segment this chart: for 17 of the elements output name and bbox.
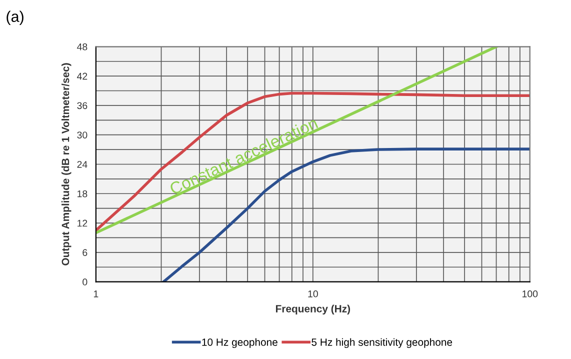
x-tick-label: 1 (94, 290, 98, 298)
y-tick-label: 48 (77, 43, 88, 50)
text: (a) (6, 10, 24, 26)
legend-label: 5 Hz high sensitivity geophone (312, 338, 452, 348)
y-tick-label: 6 (82, 249, 88, 256)
y-tick-label: 42 (77, 72, 88, 80)
y-tick-label: 12 (78, 220, 88, 227)
x-axis-title: Frequency (Hz) (276, 304, 350, 314)
legend-label: 10 Hz geophone (202, 338, 278, 348)
x-tick-label: 10 (308, 290, 318, 298)
x-tick-label: 100 (522, 290, 538, 298)
y-tick-label: 0 (82, 278, 88, 286)
y-tick-label: 36 (77, 102, 88, 110)
y-tick-label: 30 (77, 132, 88, 138)
y-tick-label: 18 (78, 190, 88, 198)
y-axis-title: Output Amplitude (dB re 1 Voltmeter/sec) (62, 63, 72, 266)
y-tick-label: 24 (77, 160, 88, 168)
